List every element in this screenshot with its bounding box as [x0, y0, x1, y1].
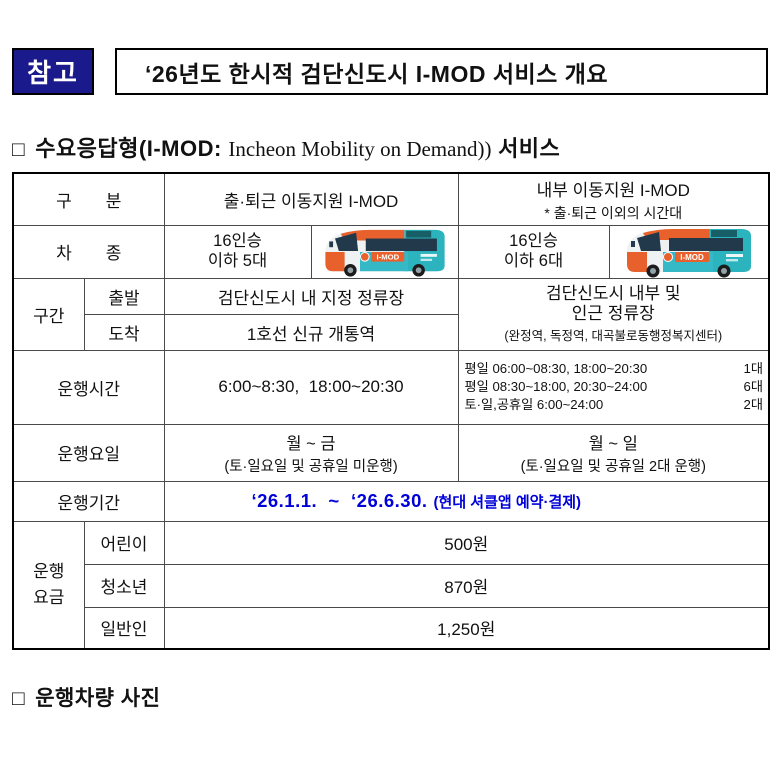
header-internal-note: * 출·퇴근 이외의 시간대 — [544, 204, 683, 221]
fare-label-cell: 운행 요금 — [12, 520, 85, 650]
route-internal-cell: 검단신도시 내부 및 인근 정류장 (완정역, 독정역, 대곡불로동행정복지센터… — [457, 277, 770, 351]
page-title: ‘26년도 한시적 검단신도시 I-MOD 서비스 개요 — [115, 48, 768, 95]
fare-label-line: 요금 — [33, 587, 65, 607]
capacity-line: 16인승 — [213, 232, 262, 251]
service-heading-bold: 수요응답형(I-MOD: — [35, 136, 229, 161]
table-row: 차 종 16인승 이하 5대 16인승 이하 6대 — [12, 224, 770, 279]
period-range: ‘26.1.1. ~ ‘26.6.30. — [251, 490, 428, 511]
table-row: 운행기간 ‘26.1.1. ~ ‘26.6.30. (현대 셔클앱 예약·결제) — [12, 480, 770, 522]
table-row: 운행시간 6:00~8:30, 18:00~20:30 평일 06:00~08:… — [12, 349, 770, 425]
hours-count: 1대 — [743, 361, 764, 377]
vehicle-internal-photo-cell — [608, 224, 770, 279]
photos-section-heading: □ 운행차량 사진 — [12, 682, 768, 712]
vehicle-internal-capacity-cell: 16인승 이하 6대 — [457, 224, 610, 279]
route-label-cell: 구간 — [12, 277, 85, 351]
table-row: 청소년 870원 — [13, 563, 770, 608]
table-row: 구 분 출·퇴근 이동지원 I-MOD 내부 이동지원 I-MOD * 출·퇴근… — [12, 172, 770, 226]
period-label-cell: 운행기간 — [12, 480, 165, 522]
table-row: 운행요일 월 ~ 금 (토·일요일 및 공휴일 미운행) 월 ~ 일 (토·일요… — [12, 423, 770, 482]
header-internal-cell: 내부 이동지원 I-MOD * 출·퇴근 이외의 시간대 — [457, 172, 770, 226]
hours-text: 토·일,공휴일 6:00~24:00 — [464, 396, 604, 412]
route-internal-line: 검단신도시 내부 및 — [545, 283, 681, 303]
table-row: 도착 1호선 신규 개통역 — [13, 313, 769, 351]
hours-internal-line: 평일 08:30~18:00, 20:30~24:00 6대 — [465, 378, 764, 396]
hours-count: 6대 — [743, 379, 764, 395]
route-internal-note: (완정역, 독정역, 대곡불로동행정복지센터) — [504, 329, 723, 344]
hours-label-cell: 운행시간 — [12, 349, 165, 425]
days-range: 월 ~ 일 — [588, 434, 638, 453]
days-internal-cell: 월 ~ 일 (토·일요일 및 공휴일 2대 운행) — [457, 423, 770, 482]
square-bullet-icon: □ — [12, 138, 26, 161]
i-mod-van-icon — [316, 227, 454, 277]
capacity-line: 이하 6대 — [503, 251, 564, 270]
route-internal-line: 인근 정류장 — [571, 304, 655, 323]
period-value-cell: ‘26.1.1. ~ ‘26.6.30. (현대 셔클앱 예약·결제) — [163, 480, 770, 522]
hours-text: 평일 08:30~18:00, 20:30~24:00 — [464, 379, 648, 395]
days-note: (토·일요일 및 공휴일 미운행) — [224, 458, 398, 475]
fare-label-line: 운행 — [33, 562, 65, 582]
days-note: (토·일요일 및 공휴일 2대 운행) — [520, 458, 706, 475]
days-commute-cell: 월 ~ 금 (토·일요일 및 공휴일 미운행) — [163, 423, 459, 482]
table-row: 구간 출발 검단신도시 내 지정 정류장 검단신도시 내부 및 인근 정류장 (… — [12, 277, 770, 351]
days-range: 월 ~ 금 — [286, 434, 336, 453]
service-section-heading: □ 수요응답형(I-MOD: Incheon Mobility on Demand… — [12, 131, 768, 163]
vehicle-commute-photo-cell — [310, 224, 459, 279]
square-bullet-icon: □ — [12, 687, 26, 710]
hours-internal-line: 평일 06:00~08:30, 18:00~20:30 1대 — [465, 360, 764, 378]
route-depart-value-cell: 검단신도시 내 지정 정류장 — [163, 277, 459, 315]
hours-count: 2대 — [743, 396, 764, 412]
service-heading-suffix: 서비스 — [491, 136, 561, 161]
hours-internal-line: 토·일,공휴일 6:00~24:00 2대 — [465, 396, 764, 414]
header-internal-title: 내부 이동지원 I-MOD — [536, 180, 690, 200]
fare-teen-value-cell: 870원 — [163, 563, 770, 608]
reference-badge: 참고 — [12, 48, 94, 95]
vehicle-commute-capacity-cell: 16인승 이하 5대 — [163, 224, 312, 279]
hours-commute-cell: 6:00~8:30, 18:00~20:30 — [163, 349, 459, 425]
route-arrive-label-cell: 도착 — [83, 313, 165, 351]
days-label-cell: 운행요일 — [12, 423, 165, 482]
fare-teen-label-cell: 청소년 — [83, 563, 165, 608]
fare-adult-label-cell: 일반인 — [83, 606, 165, 650]
service-heading-english: Incheon Mobility on Demand)) — [228, 137, 492, 161]
page-header: 참고 ‘26년도 한시적 검단신도시 I-MOD 서비스 개요 — [12, 48, 768, 95]
hours-text: 평일 06:00~08:30, 18:00~20:30 — [464, 361, 648, 377]
route-depart-label-cell: 출발 — [83, 277, 165, 315]
capacity-line: 이하 5대 — [207, 251, 268, 270]
fare-child-label-cell: 어린이 — [83, 520, 165, 565]
service-overview-table: 구 분 출·퇴근 이동지원 I-MOD 내부 이동지원 I-MOD * 출·퇴근… — [12, 172, 771, 650]
i-mod-van-icon — [616, 226, 762, 278]
table-row: 운행 요금 어린이 500원 — [12, 520, 770, 650]
header-commute-cell: 출·퇴근 이동지원 I-MOD — [163, 172, 459, 226]
route-arrive-value-cell: 1호선 신규 개통역 — [163, 313, 459, 351]
fare-child-value-cell: 500원 — [163, 520, 770, 565]
fare-adult-value-cell: 1,250원 — [163, 606, 770, 650]
capacity-line: 16인승 — [509, 232, 558, 251]
hours-internal-cell: 평일 06:00~08:30, 18:00~20:30 1대 평일 08:30~… — [457, 349, 770, 425]
document-page: { "header": { "badge": "참고", "title": "‘… — [0, 48, 780, 762]
photos-heading-text: 운행차량 사진 — [35, 687, 161, 710]
period-note: (현대 셔클앱 예약·결제) — [433, 494, 582, 511]
vehicle-label-cell: 차 종 — [12, 224, 165, 279]
header-category-cell: 구 분 — [12, 172, 165, 226]
table-row: 일반인 1,250원 — [13, 606, 770, 650]
